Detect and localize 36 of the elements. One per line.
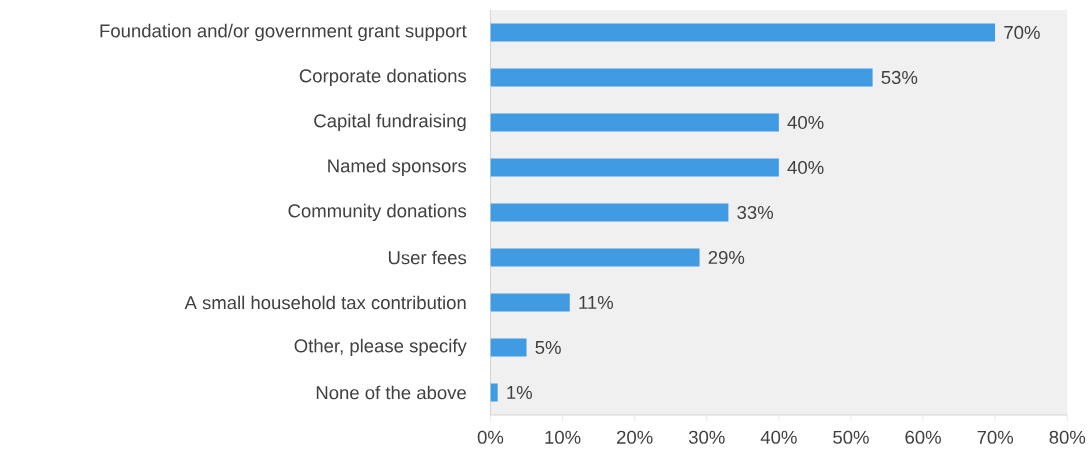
data-label: 40% xyxy=(787,116,824,130)
x-tick-label: 80% xyxy=(1049,430,1086,444)
y-tick-label: A small household tax contribution xyxy=(184,295,466,310)
bar xyxy=(490,293,570,312)
x-tick-label: 30% xyxy=(688,430,725,444)
data-label: 53% xyxy=(881,71,918,85)
x-tick-label: 50% xyxy=(833,430,869,444)
x-tick-label: 70% xyxy=(977,430,1014,444)
x-tick-label: 40% xyxy=(760,430,797,444)
data-label: 11% xyxy=(579,296,614,310)
bar xyxy=(490,68,873,87)
y-tick-label: Foundation and/or government grant support xyxy=(100,23,467,42)
bar xyxy=(490,383,498,402)
y-tick-label: None of the above xyxy=(316,385,466,400)
y-tick-label: Named sponsors xyxy=(328,158,467,177)
data-label: 40% xyxy=(787,161,824,175)
y-tick-label: User fees xyxy=(388,250,467,265)
y-tick-label: Community donations xyxy=(288,203,467,222)
data-label: 1% xyxy=(507,386,532,400)
bar xyxy=(490,113,779,132)
x-tick-label: 0% xyxy=(477,430,504,444)
x-tick-label: 20% xyxy=(617,430,653,444)
data-label: 33% xyxy=(737,206,774,220)
bar xyxy=(490,203,729,222)
y-tick-label: Corporate donations xyxy=(299,68,467,87)
bar xyxy=(490,23,996,42)
x-tick-label: 60% xyxy=(905,430,941,444)
bar xyxy=(490,158,779,177)
x-tick-label: 10% xyxy=(545,430,581,444)
y-tick-label: Capital fundraising xyxy=(314,113,466,132)
data-label: 5% xyxy=(535,341,561,355)
bar xyxy=(490,248,700,267)
data-label: 70% xyxy=(1004,26,1040,40)
y-tick-label: Other, please specify xyxy=(294,338,467,357)
data-label: 29% xyxy=(708,251,745,265)
bar xyxy=(490,338,527,357)
